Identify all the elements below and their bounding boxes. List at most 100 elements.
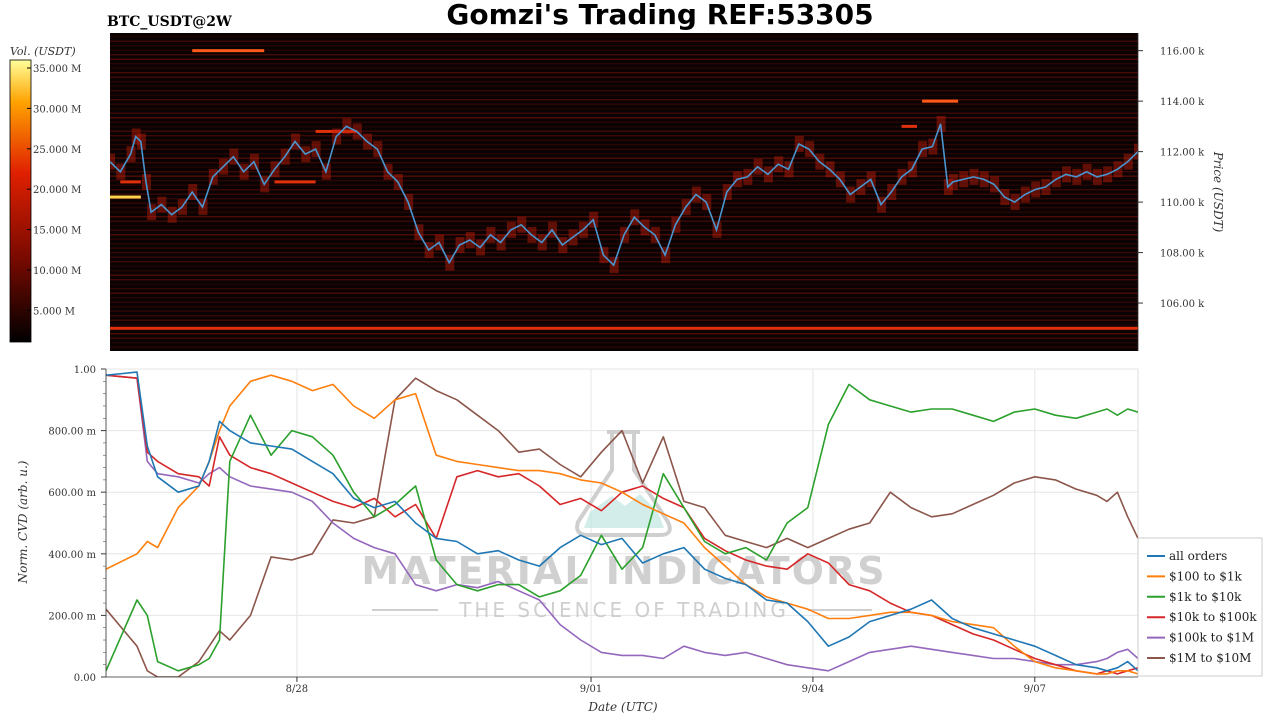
price-tick-label: 106.00 k — [1160, 299, 1205, 310]
heatmap-row — [110, 40, 1138, 42]
colorbar-label: Vol. (USDT) — [10, 45, 76, 58]
heatmap-row — [110, 202, 1138, 204]
heatmap-row — [110, 90, 1138, 92]
heatmap-row — [110, 310, 1138, 312]
legend-label: $1k to $10k — [1169, 590, 1242, 604]
heatmap-row — [110, 76, 1138, 78]
heatmap-row — [110, 108, 1138, 110]
legend-label: $1M to $10M — [1169, 651, 1251, 665]
heatmap-row — [110, 324, 1138, 326]
heatmap-row — [110, 220, 1138, 222]
liquidity-band — [901, 124, 917, 128]
colorbar: Vol. (USDT) 35.000 M 30.000 M 25.000 M 20.0… — [9, 45, 81, 343]
colorbar-tick-label: 15.000 M — [33, 226, 81, 237]
heatmap-row — [110, 63, 1138, 65]
legend-label: $100k to $1M — [1169, 631, 1254, 645]
cvd-tick-label: 600.00 m — [48, 488, 96, 499]
heatmap-row — [110, 175, 1138, 177]
heatmap-row — [110, 36, 1138, 38]
heatmap-row — [110, 58, 1138, 60]
cvd-tick-label: 400.00 m — [48, 550, 96, 561]
colorbar-tick-label: 25.000 M — [33, 145, 81, 156]
cvd-tick-label: 1.00 — [74, 365, 96, 376]
cvd-line-s1k-10k — [106, 383, 1138, 672]
heatmap-row — [110, 211, 1138, 213]
liquidity-band — [922, 99, 959, 103]
heatmap-row — [110, 135, 1138, 137]
heatmap-row — [110, 297, 1138, 299]
heatmap-row — [110, 319, 1138, 321]
cvd-line-s100-1k — [106, 374, 1138, 675]
heatmap-row — [110, 189, 1138, 191]
heatmap-row — [110, 238, 1138, 240]
heatmap-row — [110, 333, 1138, 335]
price-tick-label: 108.00 k — [1160, 249, 1205, 260]
price-axis-label: Price (USDT) — [1211, 151, 1225, 233]
heatmap-row — [110, 157, 1138, 159]
heatmap-row — [110, 225, 1138, 227]
date-tick-label: 9/07 — [1024, 684, 1046, 695]
heatmap-row — [110, 166, 1138, 168]
heatmap-row — [110, 94, 1138, 96]
heatmap-row — [110, 54, 1138, 56]
colorbar-gradient — [9, 59, 32, 343]
liquidity-band — [274, 180, 316, 184]
legend: all orders $100 to $1k $1k to $10k $10k to … — [1137, 537, 1263, 677]
colorbar-tick-label: 30.000 M — [33, 104, 81, 115]
date-tick-label: 8/28 — [286, 684, 308, 695]
legend-label: $100 to $1k — [1169, 569, 1242, 583]
heatmap-panel: 106.00 k 108.00 k 110.00 k 112.00 k 114.00 k… — [110, 33, 1225, 351]
heatmap-row — [110, 193, 1138, 195]
heatmap-row — [110, 180, 1138, 182]
price-line — [110, 123, 1138, 267]
legend-box — [1137, 537, 1263, 677]
heatmap-row — [110, 130, 1138, 132]
colorbar-tick-label: 35.000 M — [33, 64, 81, 75]
heatmap-row — [110, 265, 1138, 267]
heatmap-row — [110, 67, 1138, 69]
price-tick-label: 110.00 k — [1160, 198, 1205, 209]
cvd-panel: MATERIAL INDICATORS THE SCIENCE OF TRADI… — [16, 365, 1139, 714]
liquidity-band — [120, 180, 141, 184]
heatmap-row — [110, 153, 1138, 155]
heatmap-row — [110, 112, 1138, 114]
heatmap-row — [110, 162, 1138, 164]
heatmap-row — [110, 49, 1138, 51]
date-tick-label: 9/01 — [580, 684, 602, 695]
heatmap-row — [110, 207, 1138, 209]
heatmap-row — [110, 243, 1138, 245]
heatmap-row — [110, 247, 1138, 249]
cvd-tick-label: 800.00 m — [48, 427, 96, 438]
heatmap-row — [110, 45, 1138, 47]
heatmap-row — [110, 301, 1138, 303]
heatmap-row — [110, 148, 1138, 150]
heatmap-row — [110, 252, 1138, 254]
cvd-line-all-orders — [106, 371, 1138, 672]
heatmap-row — [110, 121, 1138, 123]
cvd-y-axis-label: Norm. CVD (arb. u.) — [16, 460, 30, 584]
heatmap-row — [110, 99, 1138, 101]
heatmap-row — [110, 288, 1138, 290]
heatmap-row — [110, 85, 1138, 87]
heatmap-row — [110, 81, 1138, 83]
cvd-line-s1m-10m — [106, 377, 1138, 677]
liquidity-band — [110, 326, 1138, 330]
colorbar-tick-label: 5.000 M — [33, 306, 75, 317]
price-tick-label: 116.00 k — [1160, 47, 1205, 58]
heatmap-row — [110, 117, 1138, 119]
price-liquidity-cell — [110, 153, 115, 170]
heatmap-background — [110, 33, 1138, 351]
heatmap-row — [110, 184, 1138, 186]
heatmap-row — [110, 337, 1138, 339]
heatmap-row — [110, 171, 1138, 173]
heatmap-row — [110, 274, 1138, 276]
legend-label: all orders — [1169, 549, 1227, 563]
heatmap-row — [110, 256, 1138, 258]
liquidity-band — [315, 129, 357, 133]
heatmap-row — [110, 261, 1138, 263]
heatmap-row — [110, 72, 1138, 74]
heatmap-row — [110, 306, 1138, 308]
heatmap-row — [110, 315, 1138, 317]
heatmap-row — [110, 198, 1138, 200]
heatmap-row — [110, 229, 1138, 231]
